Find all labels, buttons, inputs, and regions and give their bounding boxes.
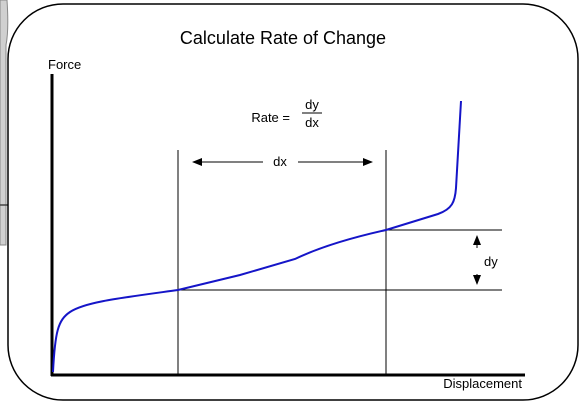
formula-numerator: dy [305,97,319,112]
slide: Calculate Rate of Change Force Displacem… [0,0,585,404]
dx-label: dx [273,154,287,169]
dy-label: dy [484,254,498,269]
side-decoration [0,0,8,245]
frame [8,4,578,400]
y-axis-label: Force [48,57,81,72]
title: Calculate Rate of Change [180,28,386,48]
x-axis-label: Displacement [443,376,522,391]
formula-prefix: Rate = [251,110,290,125]
formula-denominator: dx [305,115,319,130]
